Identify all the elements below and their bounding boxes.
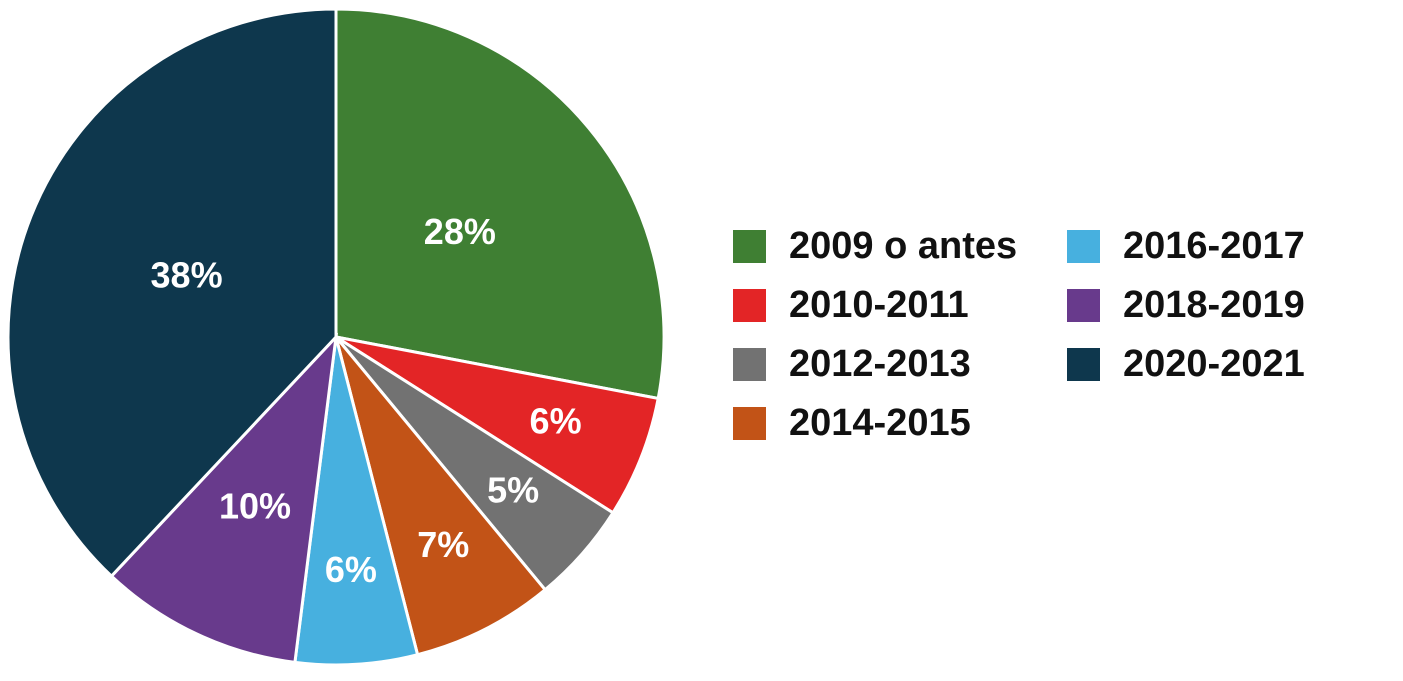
value-label: 10% — [219, 486, 291, 527]
legend-label: 2009 o antes — [789, 225, 1017, 267]
legend-swatch — [733, 289, 766, 322]
value-label: 5% — [487, 470, 539, 511]
pie-slice — [335, 335, 660, 515]
legend-label: 2014-2015 — [789, 402, 971, 444]
legend-swatch — [733, 230, 766, 263]
legend-label: 2016-2017 — [1123, 225, 1305, 267]
legend-label: 2018-2019 — [1123, 284, 1305, 326]
value-label: 6% — [530, 400, 582, 441]
value-label: 38% — [151, 254, 223, 295]
legend-swatch — [1067, 230, 1100, 263]
value-label: 28% — [424, 211, 496, 252]
value-label: 6% — [325, 549, 377, 590]
legend-swatch — [733, 407, 766, 440]
pie-slice — [109, 332, 339, 665]
pie-slice — [334, 7, 666, 401]
value-label: 7% — [417, 524, 469, 565]
legend-swatch — [1067, 348, 1100, 381]
legend-label: 2020-2021 — [1123, 343, 1305, 385]
legend-label: 2010-2011 — [789, 284, 969, 326]
legend-swatch — [1067, 289, 1100, 322]
pie-slice — [334, 336, 548, 657]
legend-swatch — [733, 348, 766, 381]
legend-label: 2012-2013 — [789, 343, 971, 385]
pie-slice — [293, 336, 420, 667]
pie-slice — [6, 7, 338, 579]
